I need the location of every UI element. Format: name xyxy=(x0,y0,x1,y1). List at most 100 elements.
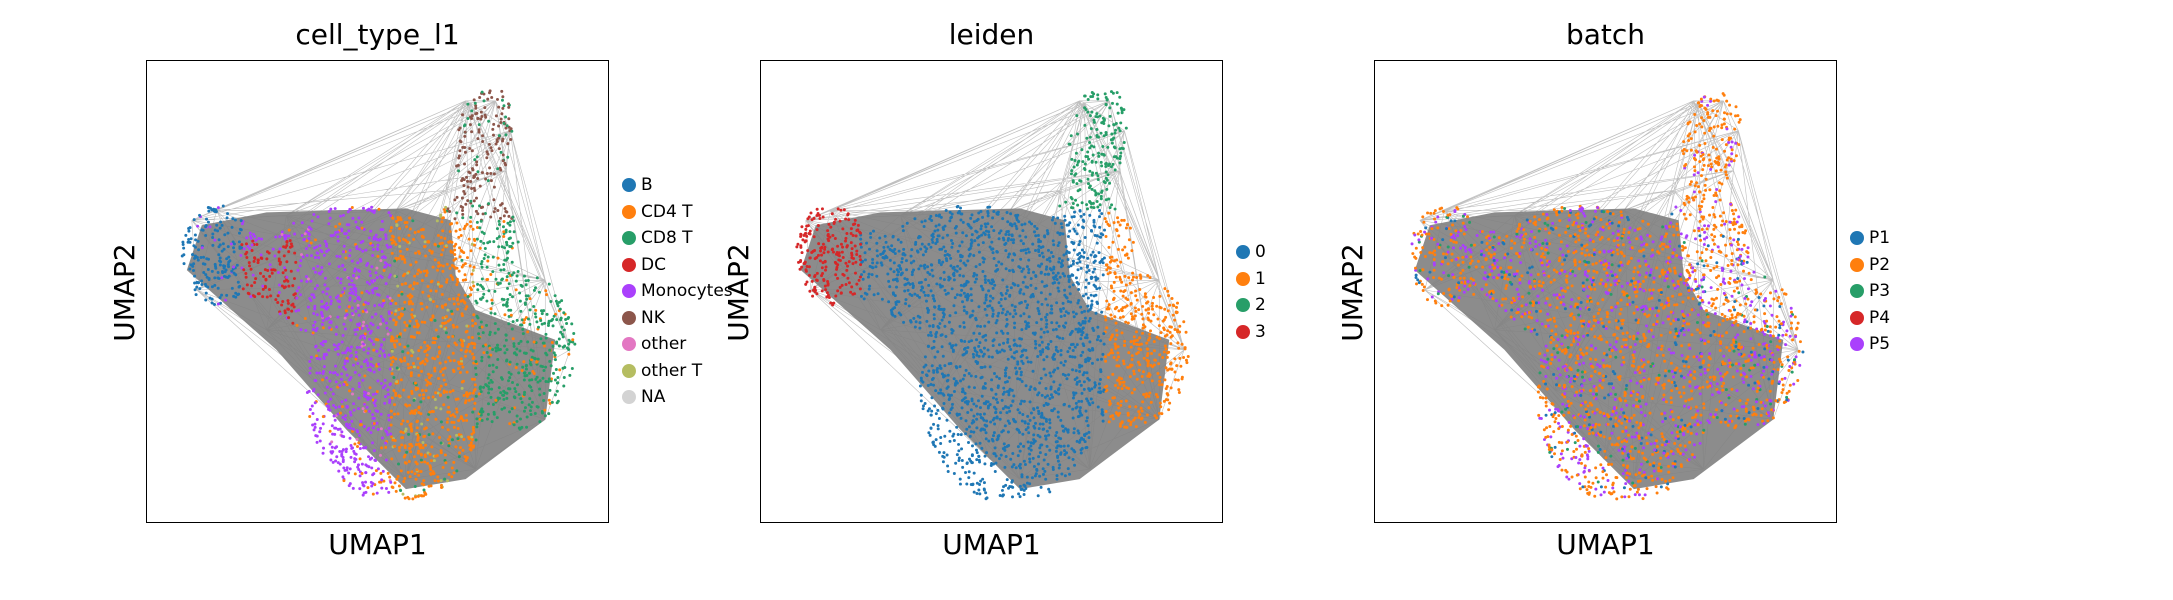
cell-point xyxy=(369,362,373,366)
cell-point xyxy=(362,320,366,324)
cell-point xyxy=(474,104,478,108)
cell-point xyxy=(451,278,455,282)
cell-point xyxy=(390,241,394,245)
cell-point xyxy=(542,399,546,403)
cell-point xyxy=(285,240,289,244)
cell-point xyxy=(535,320,539,324)
cell-point xyxy=(341,416,345,420)
cell-point xyxy=(216,229,220,233)
cell-point xyxy=(420,388,424,392)
cell-point xyxy=(315,313,319,317)
cell-point xyxy=(264,278,268,282)
cell-point xyxy=(332,233,336,237)
cell-point xyxy=(535,360,539,364)
cell-point xyxy=(470,272,474,276)
cell-point xyxy=(230,286,234,290)
cell-point xyxy=(399,489,403,493)
cell-point xyxy=(347,305,351,309)
cell-point xyxy=(227,255,231,259)
cell-point xyxy=(273,254,277,258)
cell-point xyxy=(464,354,468,358)
cell-point xyxy=(408,227,412,231)
cell-point xyxy=(381,302,385,306)
cell-point xyxy=(505,278,509,282)
cell-point xyxy=(328,379,332,383)
cell-point xyxy=(532,288,536,292)
cell-point xyxy=(423,245,426,249)
cell-point xyxy=(556,376,560,380)
cell-point xyxy=(343,359,347,363)
cell-point xyxy=(440,241,444,245)
cell-point xyxy=(458,255,462,259)
cell-point xyxy=(200,246,204,250)
cell-point xyxy=(313,307,317,311)
cell-point xyxy=(333,348,337,352)
cell-point xyxy=(543,414,547,418)
cell-point xyxy=(389,302,393,306)
cell-point xyxy=(366,361,370,365)
cell-point xyxy=(397,394,401,398)
cell-point xyxy=(350,279,354,283)
cell-point xyxy=(205,217,209,221)
cell-point xyxy=(206,220,210,224)
cell-point xyxy=(377,293,381,297)
cell-point xyxy=(421,290,425,294)
cell-point xyxy=(368,337,372,341)
cell-point xyxy=(341,460,345,464)
cell-point xyxy=(381,469,385,473)
cell-point xyxy=(356,465,360,469)
cell-point xyxy=(367,236,371,240)
cell-point xyxy=(436,475,440,479)
cell-point xyxy=(331,392,335,396)
cell-point xyxy=(467,435,470,439)
cell-point xyxy=(374,409,378,413)
cell-point xyxy=(352,402,356,406)
cell-point xyxy=(524,367,528,371)
cell-point xyxy=(323,391,327,395)
cell-point xyxy=(409,374,413,378)
cell-point xyxy=(457,433,461,437)
cell-point xyxy=(459,299,463,303)
plot-area xyxy=(146,60,609,523)
cell-point xyxy=(428,410,432,414)
cell-point xyxy=(410,308,414,312)
cell-point xyxy=(347,276,351,280)
cell-point xyxy=(235,263,239,267)
cell-point xyxy=(396,475,400,478)
cell-point xyxy=(392,318,396,322)
cell-point xyxy=(400,443,404,447)
cell-point xyxy=(249,236,253,240)
cell-point xyxy=(460,435,464,439)
cell-point xyxy=(541,376,545,380)
cell-point xyxy=(226,245,230,249)
cell-point xyxy=(293,232,297,236)
cell-point xyxy=(248,264,252,268)
cell-point xyxy=(303,316,307,320)
cell-point xyxy=(360,326,364,330)
cell-point xyxy=(452,460,456,464)
cell-point xyxy=(295,323,299,327)
cell-point xyxy=(466,256,470,260)
cell-point xyxy=(316,251,320,255)
cell-point xyxy=(368,208,372,212)
cell-point xyxy=(189,263,193,267)
cell-point xyxy=(348,296,352,300)
cell-point xyxy=(337,405,341,409)
cell-point xyxy=(398,249,402,253)
cell-point xyxy=(333,446,337,450)
cell-point xyxy=(506,286,510,290)
cell-point xyxy=(334,380,338,384)
cell-point xyxy=(305,253,309,257)
cell-point xyxy=(543,344,547,348)
cell-point xyxy=(397,257,401,261)
cell-point xyxy=(253,281,257,285)
cell-point xyxy=(417,373,421,377)
cell-point xyxy=(459,234,463,238)
cell-point xyxy=(434,417,438,421)
cell-point xyxy=(410,409,414,413)
cell-point xyxy=(320,299,324,303)
cell-point xyxy=(448,222,452,226)
cell-point xyxy=(351,392,355,396)
cell-point xyxy=(203,282,207,286)
cell-point xyxy=(283,266,286,270)
